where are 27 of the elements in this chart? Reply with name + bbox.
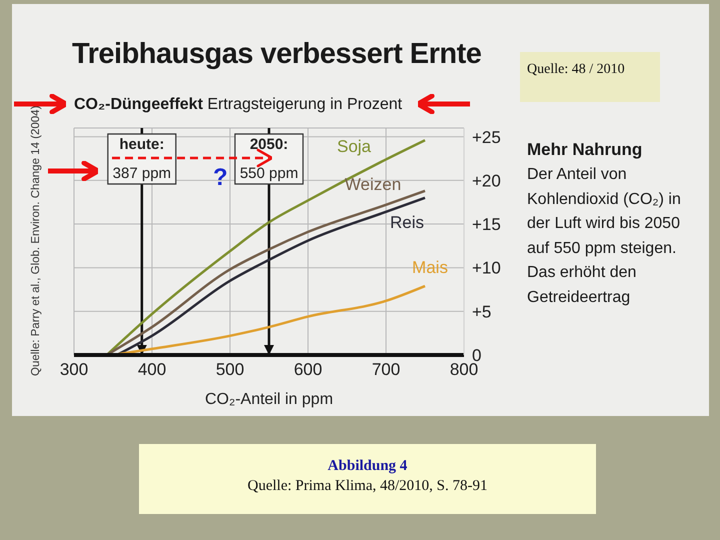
x-tick-label: 600 (294, 360, 322, 380)
x-tick-label: 700 (372, 360, 400, 380)
x-tick-label: 500 (216, 360, 244, 380)
x-tick-label: 400 (138, 360, 166, 380)
annotation: ? (213, 164, 228, 192)
text: Abbildung 4 (326, 457, 408, 476)
series-label: Soja (336, 137, 372, 156)
series-label: Weizen (344, 174, 402, 194)
source-note: Quelle: 48 / 2010 (520, 52, 660, 102)
ref-line-label: 2050: 550 ppm (240, 136, 298, 182)
x-axis-title: CO₂-Anteil in ppm (204, 391, 334, 408)
source-note: Quelle: Parry et al., Glob. Environ. Change 14 (2004) (30, 106, 42, 376)
y-tick-label: +10 (472, 258, 501, 278)
y-tick-label: +25 (472, 128, 501, 147)
y-tick-label: +5 (472, 302, 492, 322)
x-tick-label: 800 (450, 360, 478, 380)
y-tick-label: +15 (472, 215, 501, 234)
series-label: Reis (390, 212, 424, 232)
text: Der Anteil von Kohlendioxid (CO₂) in der Luft wird bis 2050 auf 550 ppm steigen. Das erhöht den Getreideertrag (527, 165, 682, 308)
chart-title: Treibhausgas verbessert Ernte (72, 38, 482, 71)
chart-subtitle: CO₂-Düngeeffekt Ertragsteigerung in Prozent (74, 96, 402, 114)
text: Mehr Nahrung (527, 140, 642, 160)
series-label: Mais (412, 258, 448, 278)
y-tick-label: +20 (472, 171, 501, 190)
ref-line-label: heute: 387 ppm (112, 136, 172, 182)
source-note: Quelle: Prima Klima, 48/2010, S. 78-91 (246, 477, 488, 496)
x-tick-label: 300 (60, 360, 88, 380)
